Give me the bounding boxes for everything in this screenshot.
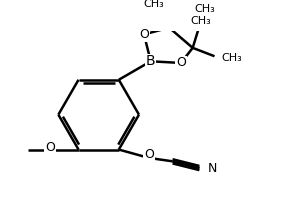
Text: CH₃: CH₃ bbox=[194, 4, 215, 14]
Text: CH₃: CH₃ bbox=[221, 53, 242, 63]
Text: O: O bbox=[45, 141, 55, 154]
Text: N: N bbox=[208, 162, 217, 175]
Text: CH₃: CH₃ bbox=[191, 16, 211, 26]
Text: O: O bbox=[144, 148, 154, 161]
Text: O: O bbox=[176, 56, 186, 69]
Text: O: O bbox=[139, 28, 149, 41]
Text: CH₃: CH₃ bbox=[144, 0, 164, 9]
Text: B: B bbox=[146, 54, 156, 68]
